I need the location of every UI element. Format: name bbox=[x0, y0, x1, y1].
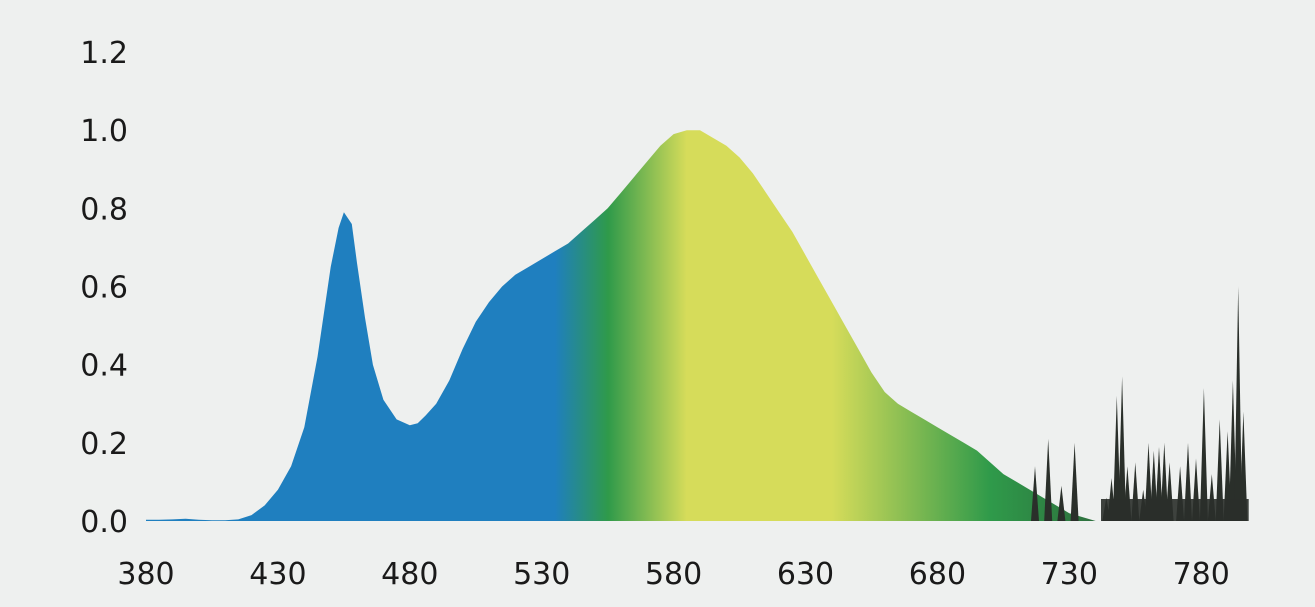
y-tick-label: 0.8 bbox=[80, 192, 128, 227]
x-axis-tick-labels: 380 430 480 530 580 630 680 730 780 bbox=[117, 557, 1229, 592]
spike-base-band bbox=[1101, 499, 1249, 521]
x-tick-label: 580 bbox=[645, 557, 702, 592]
spectrum-area bbox=[146, 130, 1254, 521]
y-tick-label: 1.2 bbox=[80, 36, 128, 71]
spectrum-spike bbox=[1112, 395, 1121, 521]
spectrum-spike bbox=[1234, 286, 1243, 521]
y-tick-label: 1.0 bbox=[80, 114, 128, 149]
spectrum-spike bbox=[1070, 442, 1079, 521]
y-tick-label: 0.4 bbox=[80, 349, 128, 384]
spectrum-spike bbox=[1118, 376, 1127, 521]
spectrum-spike bbox=[1044, 438, 1053, 521]
spectrum-spike bbox=[1199, 388, 1208, 521]
x-tick-label: 380 bbox=[117, 557, 174, 592]
x-tick-label: 780 bbox=[1173, 557, 1230, 592]
x-tick-label: 530 bbox=[513, 557, 570, 592]
y-tick-label: 0.0 bbox=[80, 505, 128, 540]
spectrum-spike bbox=[1239, 411, 1248, 521]
spectrum-spike bbox=[1057, 485, 1066, 521]
y-tick-label: 0.2 bbox=[80, 427, 128, 462]
x-tick-label: 730 bbox=[1041, 557, 1098, 592]
x-tick-label: 680 bbox=[909, 557, 966, 592]
series-layer bbox=[146, 130, 1254, 521]
spectrum-spike bbox=[1215, 419, 1224, 521]
x-tick-label: 630 bbox=[777, 557, 834, 592]
y-tick-label: 0.6 bbox=[80, 271, 128, 306]
y-axis-tick-labels: 0.0 0.2 0.4 0.6 0.8 1.0 1.2 bbox=[80, 36, 128, 540]
x-tick-label: 480 bbox=[381, 557, 438, 592]
spectrum-spike bbox=[1031, 466, 1039, 521]
x-tick-label: 430 bbox=[249, 557, 306, 592]
